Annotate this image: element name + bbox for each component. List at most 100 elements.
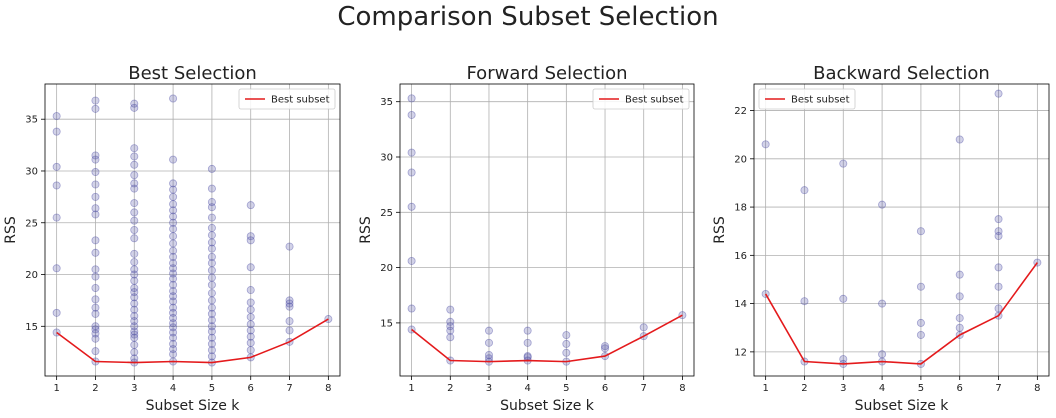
backward-scatter-point: [994, 227, 1003, 236]
best-scatter-point: [130, 103, 139, 112]
best-scatter-point: [169, 350, 178, 359]
best-scatter-point: [169, 179, 178, 188]
forward-y-tick-label: 25: [380, 208, 393, 219]
best-scatter-point: [169, 319, 178, 328]
best-scatter-point: [91, 303, 100, 312]
best-x-tick-label: 1: [53, 383, 59, 394]
best-scatter-point: [130, 249, 139, 258]
forward-scatter-point: [407, 168, 416, 177]
best-scatter-point: [246, 320, 255, 329]
best-scatter-point: [169, 232, 178, 241]
forward-scatter-point: [407, 148, 416, 157]
best-scatter-point: [207, 238, 216, 247]
forward-chart-title: Forward Selection: [466, 63, 627, 84]
best-scatter-point: [91, 329, 100, 338]
backward-x-tick-label: 3: [840, 383, 846, 394]
best-scatter-point: [130, 330, 139, 339]
best-scatter-point: [91, 309, 100, 318]
forward-scatter-point: [446, 326, 455, 335]
best-scatter-point: [130, 184, 139, 193]
best-scatter-point: [130, 99, 139, 108]
best-scatter-point: [169, 292, 178, 301]
backward-scatter-point: [878, 200, 887, 209]
best-scatter-point: [130, 348, 139, 357]
best-scatter-point: [130, 234, 139, 243]
best-scatter-point: [130, 225, 139, 234]
backward-x-tick-label: 1: [762, 383, 768, 394]
best-scatter-point: [207, 322, 216, 331]
backward-scatter-point: [994, 304, 1003, 313]
best-scatter-point: [207, 164, 216, 173]
forward-legend-label: Best subset: [625, 95, 684, 106]
backward-scatter-point: [955, 135, 964, 144]
forward-scatter-point: [484, 350, 493, 359]
backward-scatter-point: [994, 215, 1003, 224]
best-scatter-point: [207, 316, 216, 325]
best-scatter-point: [91, 248, 100, 257]
backward-x-tick-label: 5: [918, 383, 924, 394]
best-scatter-point: [207, 203, 216, 212]
forward-x-tick-label: 3: [486, 383, 492, 394]
best-scatter-point: [130, 270, 139, 279]
best-scatter-point: [169, 314, 178, 323]
best-scatter-point: [169, 274, 178, 283]
best-scatter-point: [130, 265, 139, 274]
forward-y-tick-label: 15: [380, 318, 393, 329]
best-scatter-point: [207, 296, 216, 305]
figure-title: Comparison Subset Selection: [337, 2, 719, 32]
backward-best-subset-line: [764, 262, 1039, 365]
forward-scatter-point: [407, 304, 416, 313]
best-scatter-point: [285, 296, 294, 305]
backward-scatter-point: [916, 227, 925, 236]
forward-scatter-point: [446, 317, 455, 326]
best-scatter-point: [169, 246, 178, 255]
forward-scatter-point: [639, 323, 648, 332]
backward-chart-title: Backward Selection: [813, 63, 990, 84]
best-scatter-point: [169, 224, 178, 233]
backward-x-tick-label: 8: [1034, 383, 1040, 394]
best-scatter-point: [130, 317, 139, 326]
forward-scatter-point: [484, 326, 493, 335]
best-scatter-point: [246, 232, 255, 241]
backward-plot-area: [754, 84, 1049, 376]
best-scatter-point: [130, 322, 139, 331]
forward-scatter-point: [601, 342, 610, 351]
best-scatter-point: [130, 276, 139, 285]
best-scatter-point: [246, 236, 255, 245]
backward-scatter-point: [761, 140, 770, 149]
best-scatter-point: [169, 212, 178, 221]
backward-scatter-point: [994, 89, 1003, 98]
best-y-tick-label: 15: [25, 322, 38, 333]
best-scatter-point: [130, 327, 139, 336]
best-chart-title: Best Selection: [128, 63, 257, 84]
backward-axes-frame: [753, 83, 1050, 377]
best-scatter-point: [169, 303, 178, 312]
backward-y-tick-label: 14: [734, 299, 747, 310]
best-scatter-point: [169, 239, 178, 248]
forward-x-tick-label: 7: [641, 383, 647, 394]
best-scatter-point: [207, 198, 216, 207]
best-scatter-point: [169, 333, 178, 342]
best-x-tick-label: 5: [209, 383, 215, 394]
best-scatter-point: [169, 308, 178, 317]
backward-y-tick-label: 12: [734, 347, 747, 358]
backward-scatter-point: [916, 330, 925, 339]
best-scatter-point: [207, 252, 216, 261]
forward-scatter-point: [446, 333, 455, 342]
best-scatter-point: [91, 272, 100, 281]
best-scatter-point: [91, 151, 100, 160]
best-scatter-point: [207, 289, 216, 298]
best-scatter-point: [130, 340, 139, 349]
backward-scatter-point: [839, 294, 848, 303]
best-scatter-point: [169, 185, 178, 194]
best-scatter-point: [169, 192, 178, 201]
best-scatter-point: [130, 160, 139, 169]
backward-y-tick-label: 18: [734, 203, 747, 214]
backward-y-tick-label: 22: [734, 106, 747, 117]
best-y-tick-label: 30: [25, 166, 38, 177]
best-scatter-point: [130, 179, 139, 188]
best-scatter-point: [169, 280, 178, 289]
best-x-tick-label: 6: [248, 383, 254, 394]
